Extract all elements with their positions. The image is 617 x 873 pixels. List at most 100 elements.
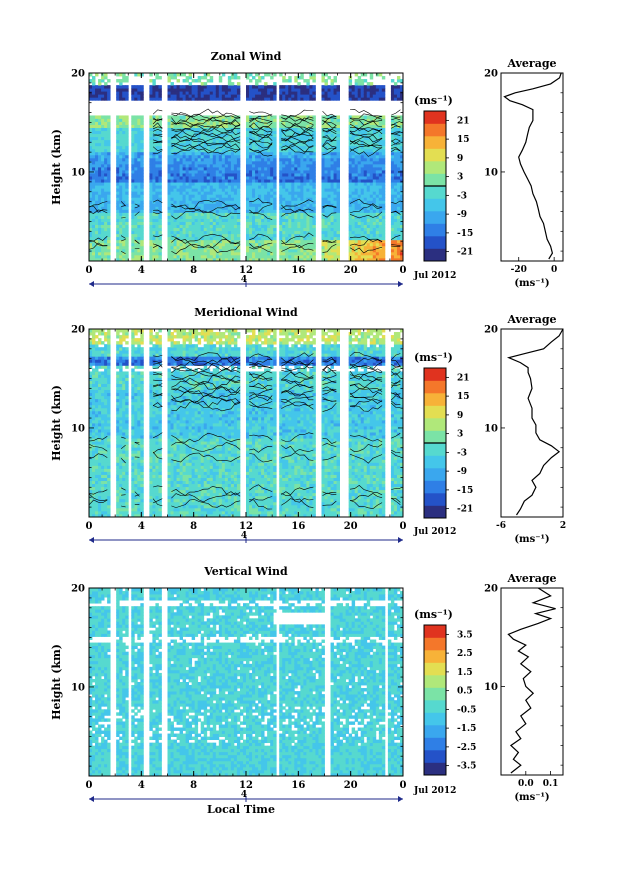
- heatmap-cell: [191, 124, 196, 128]
- heatmap-cell: [179, 242, 183, 247]
- heatmap-cell: [378, 191, 383, 195]
- heatmap-cell: [131, 127, 135, 132]
- heatmap-cell: [155, 251, 159, 256]
- heatmap-cell: [360, 182, 365, 186]
- heatmap-cell: [363, 79, 368, 83]
- heatmap-cell: [330, 91, 334, 95]
- heatmap-cell: [375, 194, 380, 198]
- heatmap-cell: [116, 160, 120, 165]
- heatmap-cell: [309, 121, 313, 125]
- heatmap-cell: [288, 121, 292, 125]
- heatmap-cell: [399, 124, 404, 128]
- heatmap-cell: [324, 215, 328, 219]
- heatmap-cell: [206, 154, 211, 159]
- heatmap-cell: [396, 94, 401, 98]
- heatmap-cell: [137, 182, 141, 186]
- heatmap-cell: [288, 79, 292, 83]
- heatmap-cell: [369, 142, 374, 147]
- heatmap-cell: [182, 145, 187, 150]
- heatmap-cell: [185, 194, 190, 198]
- heatmap-cell: [279, 188, 283, 192]
- heatmap-cell: [309, 245, 313, 250]
- heatmap-cell: [378, 239, 383, 244]
- heatmap-cell: [330, 236, 334, 241]
- heatmap-cell: [270, 206, 274, 210]
- heatmap-cell: [249, 218, 253, 222]
- colorbar-swatch: [424, 223, 446, 237]
- heatmap-cell: [255, 85, 259, 89]
- heatmap-cell: [227, 191, 232, 195]
- heatmap-cell: [396, 224, 401, 229]
- heatmap-cell: [399, 233, 404, 238]
- heatmap-cell: [167, 200, 171, 204]
- heatmap-cell: [92, 176, 96, 180]
- heatmap-cell: [312, 209, 316, 213]
- heatmap-cell: [98, 233, 102, 238]
- heatmap-cell: [101, 236, 105, 241]
- heatmap-cell: [381, 157, 386, 162]
- heatmap-cell: [95, 118, 99, 122]
- heatmap-cell: [297, 118, 301, 122]
- heatmap-cell: [288, 203, 292, 207]
- heatmap-cell: [173, 76, 177, 80]
- heatmap-cell: [267, 85, 271, 89]
- heatmap-cell: [297, 176, 301, 180]
- heatmap-cell: [107, 154, 111, 159]
- heatmap-cell: [396, 91, 401, 95]
- heatmap-cell: [306, 194, 310, 198]
- heatmap-cell: [378, 215, 383, 219]
- heatmap-cell: [212, 157, 217, 162]
- heatmap-cell: [354, 179, 359, 183]
- heatmap-cell: [360, 176, 365, 180]
- heatmap-cell: [252, 179, 256, 183]
- heatmap-cell: [107, 163, 111, 168]
- heatmap-cell: [98, 91, 102, 95]
- heatmap-cell: [194, 154, 199, 159]
- heatmap-cell: [273, 157, 277, 162]
- heatmap-cell: [396, 173, 401, 177]
- heatmap-cell: [224, 118, 229, 122]
- heatmap-cell: [197, 251, 202, 256]
- heatmap-cell: [122, 154, 126, 159]
- heatmap-cell: [221, 248, 226, 253]
- heatmap-cell: [267, 73, 271, 77]
- colorbar-unit: (ms⁻¹): [414, 94, 453, 107]
- heatmap-cell: [366, 224, 371, 229]
- heatmap-cell: [360, 170, 365, 174]
- heatmap-cell: [149, 230, 153, 235]
- heatmap-cell: [300, 188, 304, 192]
- heatmap-cell: [116, 91, 120, 95]
- heatmap-cell: [357, 206, 362, 210]
- heatmap-cell: [203, 248, 208, 253]
- heatmap-cell: [137, 197, 141, 201]
- heatmap-cell: [173, 97, 177, 101]
- heatmap-cell: [273, 154, 277, 159]
- heatmap-cell: [246, 188, 250, 192]
- heatmap-cell: [312, 203, 316, 207]
- heatmap-cell: [227, 82, 232, 86]
- heatmap-cell: [393, 221, 398, 226]
- heatmap-cell: [152, 215, 156, 219]
- heatmap-cell: [279, 251, 283, 256]
- heatmap-cell: [200, 148, 205, 153]
- heatmap-cell: [140, 118, 144, 122]
- heatmap-cell: [252, 224, 256, 229]
- heatmap-cell: [399, 221, 404, 226]
- heatmap-cell: [119, 203, 123, 207]
- heatmap-cell: [182, 230, 187, 235]
- heatmap-cell: [221, 88, 226, 92]
- heatmap-cell: [215, 94, 220, 98]
- heatmap-cell: [182, 97, 187, 101]
- heatmap-cell: [330, 130, 334, 135]
- heatmap-cell: [285, 173, 289, 177]
- heatmap-cell: [155, 242, 159, 247]
- heatmap-cell: [149, 227, 153, 232]
- heatmap-cell: [378, 160, 383, 165]
- heatmap-cell: [366, 251, 371, 256]
- heatmap-cell: [95, 200, 99, 204]
- heatmap-cell: [363, 136, 368, 141]
- heatmap-cell: [200, 170, 205, 174]
- heatmap-cell: [270, 224, 274, 229]
- heatmap-cell: [89, 167, 93, 171]
- heatmap-cell: [270, 170, 274, 174]
